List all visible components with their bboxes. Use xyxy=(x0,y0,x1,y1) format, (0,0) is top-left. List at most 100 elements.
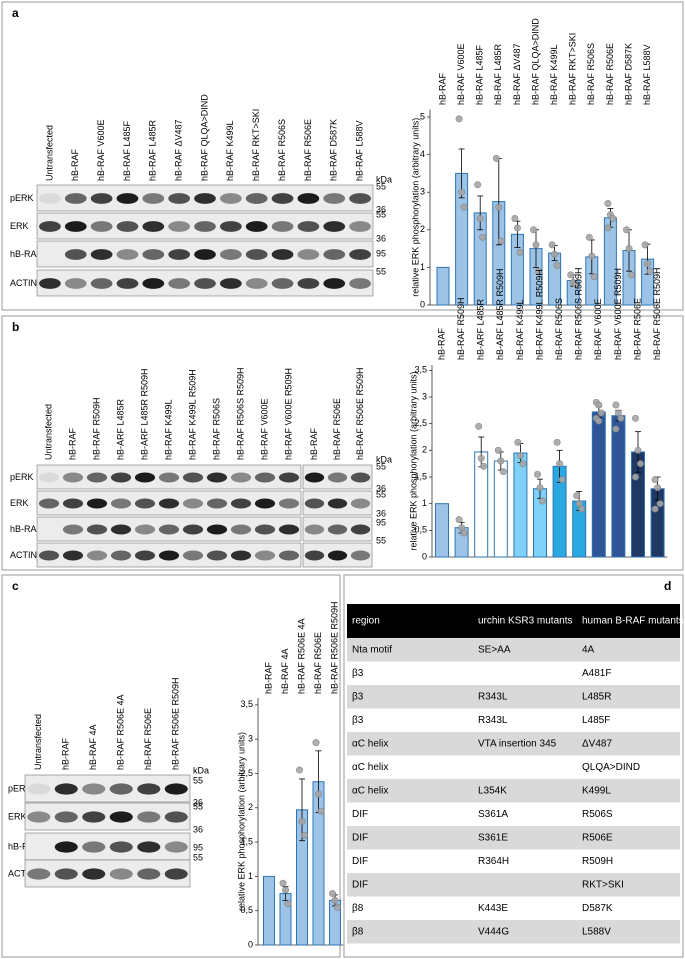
blot-band xyxy=(194,193,216,204)
bar xyxy=(591,411,606,558)
blot-band xyxy=(182,498,204,509)
table-row-bg xyxy=(347,779,680,803)
blot-band xyxy=(194,249,216,260)
row-label: hB-RAF xyxy=(10,524,43,534)
data-point xyxy=(585,233,593,241)
data-point xyxy=(295,766,303,774)
blot-band xyxy=(271,278,294,289)
blot-band xyxy=(142,221,165,232)
kda-marker: 95 xyxy=(376,248,386,258)
blot-band xyxy=(350,524,371,535)
lane-label: hB-RAF R506E xyxy=(303,119,313,181)
data-point xyxy=(284,900,292,908)
blot-band xyxy=(194,278,216,289)
table-cell: Nta motif xyxy=(352,644,392,655)
blot-band xyxy=(27,783,51,795)
blot-band xyxy=(219,221,242,232)
y-tick-label: 1 xyxy=(420,262,425,272)
lane-label: Untransfected xyxy=(44,125,54,181)
blot-band xyxy=(116,278,139,289)
data-point xyxy=(495,203,503,211)
row-label: pERK xyxy=(10,193,34,203)
data-point xyxy=(553,438,561,446)
blot-band xyxy=(54,783,78,795)
data-point xyxy=(654,484,662,492)
data-point xyxy=(578,505,586,513)
data-point xyxy=(651,505,659,513)
data-point xyxy=(474,181,482,189)
table-header: region xyxy=(352,616,380,627)
data-point xyxy=(513,224,521,232)
blot-band xyxy=(323,249,346,260)
lane-label: hB-RAF R506E R509H xyxy=(171,677,181,770)
data-point xyxy=(532,241,540,249)
blot-band xyxy=(137,811,161,823)
lane-label: hB-RAF R506S xyxy=(211,398,221,460)
blot-band xyxy=(27,811,51,823)
blot-band xyxy=(297,278,320,289)
kda-marker: 55 xyxy=(376,461,386,471)
blot-band xyxy=(349,221,371,232)
blot-band xyxy=(304,550,325,561)
table-cell: DIF xyxy=(352,809,368,820)
data-point xyxy=(622,226,630,234)
table-cell: RKT>SKI xyxy=(582,879,624,890)
table-row-bg xyxy=(347,638,680,662)
blot-band xyxy=(158,550,180,561)
y-tick-label: 0 xyxy=(420,299,425,309)
bar xyxy=(611,415,626,558)
lane-label: hB-RAF K499L xyxy=(163,399,173,460)
blot-band xyxy=(245,249,268,260)
blot-band xyxy=(82,811,106,823)
data-point xyxy=(460,203,468,211)
blot-band xyxy=(278,498,300,509)
lane-label: hB-RAF R506S xyxy=(277,119,287,181)
blot-band xyxy=(116,193,139,204)
row-label: ACTIN xyxy=(10,278,37,288)
blot-band xyxy=(278,472,300,483)
data-point xyxy=(331,896,339,904)
blot-band xyxy=(62,472,84,483)
blot-band xyxy=(323,221,346,232)
lane-label: hB-RAF xyxy=(61,737,71,770)
blot-band xyxy=(271,221,294,232)
bar xyxy=(263,875,275,946)
lane-label: hB-RAF ΔV487 xyxy=(174,119,184,181)
table-cell: L485F xyxy=(582,715,610,726)
lane-label: hB-ARF L485R xyxy=(115,398,125,460)
y-tick-label: 2 xyxy=(248,802,253,812)
data-point xyxy=(514,438,522,446)
table-cell: D587K xyxy=(582,903,613,914)
kda-marker: 95 xyxy=(376,517,386,527)
blot-band xyxy=(304,498,325,509)
blot-band xyxy=(134,472,156,483)
data-point xyxy=(609,215,617,223)
data-point xyxy=(455,516,463,524)
row-label: pERK xyxy=(8,783,32,793)
blot-band xyxy=(297,249,320,260)
row-label: ACTIN xyxy=(10,550,37,560)
data-point xyxy=(625,245,633,253)
panel-b-frame xyxy=(1,315,684,571)
blot-band xyxy=(182,550,204,561)
panel-c-frame xyxy=(1,574,341,958)
data-point xyxy=(631,473,639,481)
blot-band xyxy=(54,868,78,880)
kda-unit: kDa xyxy=(193,765,209,775)
data-point xyxy=(573,492,581,500)
x-tick-label: hB-RAF K499L xyxy=(549,44,559,105)
y-tick-label: 0 xyxy=(248,939,253,949)
bar xyxy=(435,503,449,558)
data-point xyxy=(641,241,649,249)
blot-band xyxy=(109,811,133,823)
y-axis-label: relative ERK phosphorylation (arbitrary … xyxy=(408,371,418,550)
bar xyxy=(493,460,508,558)
y-tick-label: 2,5 xyxy=(414,418,427,428)
blot-band xyxy=(278,524,300,535)
table-header-bg xyxy=(347,604,680,638)
data-point xyxy=(548,241,556,249)
blot-band xyxy=(54,811,78,823)
x-tick-label: hB-RAF R506E xyxy=(605,43,615,105)
blot-band xyxy=(254,472,276,483)
